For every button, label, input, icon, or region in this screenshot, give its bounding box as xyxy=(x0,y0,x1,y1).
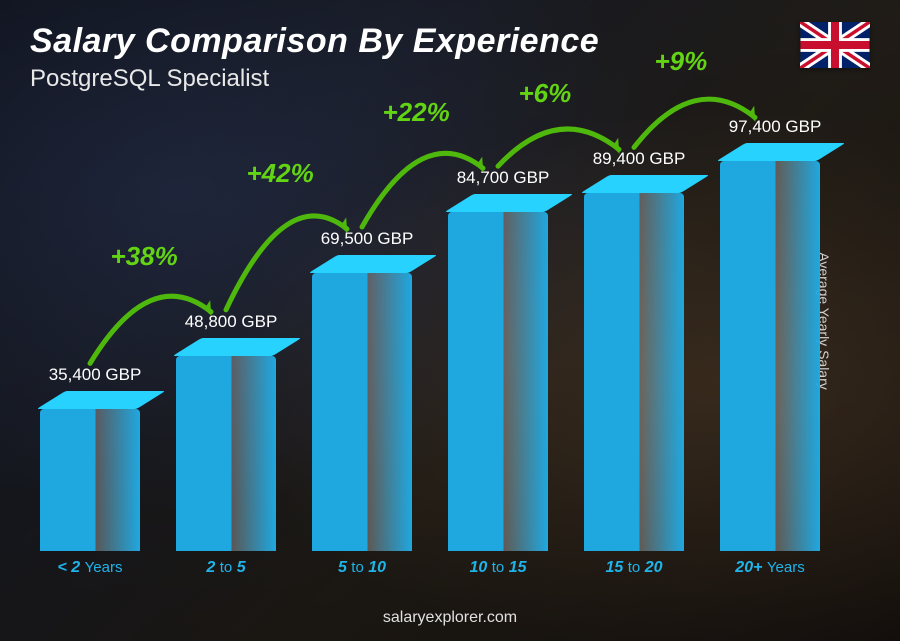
percentage-increase-label: +6% xyxy=(519,78,572,109)
percentage-increase-label: +9% xyxy=(655,46,708,77)
footer-attribution: salaryexplorer.com xyxy=(0,609,900,627)
chart-subtitle: PostgreSQL Specialist xyxy=(30,65,599,93)
uk-flag-icon xyxy=(800,22,870,68)
increase-arrow-icon xyxy=(30,107,850,577)
salary-bar-chart: < 2 Years35,400 GBP2 to 548,800 GBP+38%5… xyxy=(30,107,850,577)
chart-title: Salary Comparison By Experience xyxy=(30,22,599,61)
